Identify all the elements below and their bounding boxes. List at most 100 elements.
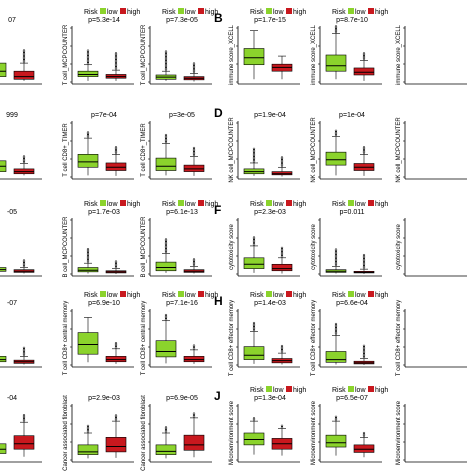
outlier-point [114,261,118,265]
legend-swatch-low [266,386,272,392]
outlier-point [362,148,366,152]
p-value: p=1e-04 [339,112,365,119]
p-value: p=8.7e-10 [336,17,368,24]
outlier-point [192,153,196,157]
outlier-point [22,415,26,418]
legend-swatch-low [178,200,184,206]
p-value: p=1.7e-03 [88,209,120,216]
legend-label-high: high [127,9,140,16]
box-low [77,49,99,81]
legend-title: Risk [332,9,346,16]
box-low [155,313,177,364]
outlier-point [164,242,168,245]
outlier-point [362,150,366,153]
box-iqr [105,162,127,171]
outlier-point [280,159,284,162]
boxplot-panel: -07 [0,300,42,368]
panel-letter: D [214,106,223,120]
box-low [243,147,265,176]
outlier-point [22,350,26,354]
legend-title: Risk [332,292,346,299]
boxplot-panel: J Risk low high p=1.3e-04 Microenvironment sc… [214,386,306,465]
legend-swatch-high [120,200,126,206]
box-iqr [77,332,99,355]
outlier-point [114,67,118,70]
box-low [325,129,347,176]
outlier-point [334,252,338,255]
box-high [353,344,375,365]
outlier-point [86,259,90,262]
outlier-point [334,133,338,137]
outlier-point [22,413,26,417]
y-axis-label: T cell CD8+ effector memory [229,300,235,376]
panel-letter: B [214,11,223,25]
outlier-point [114,418,118,421]
outlier-point [334,132,338,135]
outlier-point [362,151,366,154]
boxplot-panel: B Risk low high p=1.7e-15 immune score_XCELL [214,8,306,85]
outlier-point [164,53,168,56]
legend-swatch-low [348,386,354,392]
outlier-point [164,318,168,321]
legend-label-low: low [355,387,366,394]
p-value: 999 [6,112,18,119]
boxplot-panel: Risk low high p=7.3e-05 T cell_MCPCOUNTER [141,8,218,85]
legend: Risk low high [250,8,306,16]
legend-swatch-low [266,291,272,297]
box-high [183,62,205,82]
boxplot-panel: -05 [0,209,42,277]
legend-label-low: low [273,292,284,299]
box-iqr [77,444,99,455]
y-axis-label: Microenvironment score [229,400,235,465]
legend-swatch-high [368,8,374,14]
legend-label-high: high [127,201,140,208]
outlier-point [362,350,366,353]
outlier-point [114,346,118,349]
outlier-point [114,63,118,66]
outlier-point [86,257,90,261]
outlier-point [362,431,366,435]
p-value: p=3e-05 [169,112,195,119]
outlier-point [192,146,196,150]
y-axis-label: B cell_MCPCOUNTER [141,216,147,278]
outlier-point [362,266,366,269]
outlier-point [22,262,26,265]
box-low [77,424,99,459]
outlier-point [86,256,90,259]
legend-swatch-high [120,291,126,297]
box-high [271,424,293,456]
box-high [353,431,375,458]
legend-swatch-low [178,291,184,297]
outlier-point [114,344,118,348]
outlier-point [362,253,366,257]
outlier-point [334,332,338,335]
legend-title: Risk [332,201,346,208]
outlier-point [252,324,256,327]
box-low [77,131,99,176]
outlier-point [280,163,284,166]
legend-label-high: high [375,201,388,208]
outlier-point [334,26,338,29]
legend-swatch-high [286,291,292,297]
outlier-point [334,129,338,132]
legend-label-high: high [293,387,306,394]
box-high [353,253,375,274]
legend: Risk low high [162,8,218,16]
outlier-point [280,160,284,163]
legend-label-high: high [375,292,388,299]
outlier-point [362,146,366,149]
p-value: p=0.011 [340,209,365,216]
outlier-point [192,151,196,154]
outlier-point [192,263,196,267]
outlier-point [164,241,168,244]
box-high [183,412,205,458]
outlier-point [280,424,284,427]
legend-title: Risk [250,9,264,16]
outlier-point [22,264,26,268]
y-axis-label: T cell CD8+ effector memory [311,300,317,376]
boxplot-panel: Risk low high p=7.1e-16 T cell CD8+ central … [141,291,218,375]
outlier-point [252,151,256,155]
box-iqr [155,340,177,358]
outlier-point [86,52,90,55]
